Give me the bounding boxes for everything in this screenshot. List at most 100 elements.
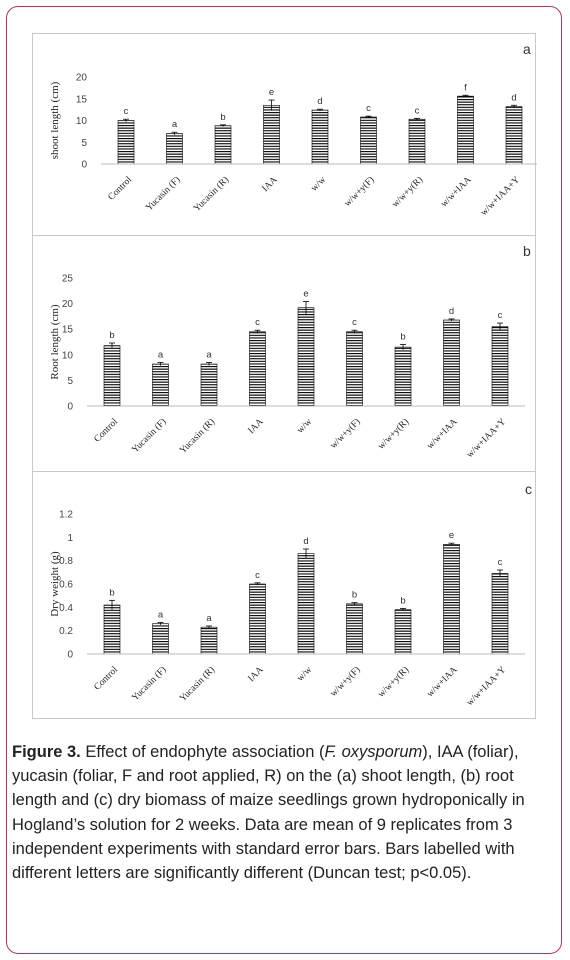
significance-letter: c — [366, 103, 371, 114]
bar — [297, 307, 315, 407]
bar — [117, 120, 135, 165]
significance-letter: c — [255, 317, 260, 328]
y-tick-label: 0.8 — [59, 556, 73, 567]
significance-letter: a — [172, 119, 178, 130]
root-length-chart: b 0 5 10 15 20 25 Root length (cm) b Control a Yuca… — [49, 243, 531, 460]
bar — [360, 116, 377, 165]
bar — [346, 603, 363, 655]
bar — [394, 346, 412, 407]
bar — [443, 319, 460, 407]
shoot-length-chart: a 0 5 10 15 20 shoot length (cm) c Control a Yucas… — [49, 41, 537, 218]
category-label: w/w — [309, 175, 328, 194]
significance-letter: b — [400, 332, 405, 343]
category-label: Yucasin (F) — [130, 664, 169, 703]
figure-frame — [6, 6, 562, 954]
category-label: w/w+IAA+Y — [465, 417, 508, 460]
significance-letter: d — [449, 306, 454, 317]
y-tick-label: 5 — [67, 376, 73, 387]
bar — [249, 583, 266, 655]
significance-letter: c — [255, 570, 260, 581]
significance-letter: c — [498, 310, 503, 321]
y-tick-label: 1 — [67, 533, 73, 544]
category-label: w/w+y(R) — [376, 416, 411, 451]
category-label: w/w+y(R) — [390, 174, 425, 209]
caption-text-2: ), IAA (foliar), yucasin (foliar, F and … — [12, 743, 525, 883]
bar — [457, 95, 474, 165]
y-axis-label: Dry weight (g) — [49, 551, 61, 617]
category-label: w/w+IAA — [439, 175, 473, 209]
significance-letter: b — [109, 330, 114, 341]
y-tick-label: 1.2 — [59, 510, 73, 521]
significance-letter: d — [303, 536, 308, 547]
category-label: w/w — [295, 417, 314, 436]
y-tick-label: 0 — [67, 402, 73, 413]
bar — [103, 604, 121, 655]
y-tick-label: 20 — [62, 299, 74, 310]
bar — [297, 553, 315, 655]
chart-panel-b: b 0 5 10 15 20 25 Root length (cm) b Control a Yuca… — [32, 235, 536, 472]
significance-letter: c — [415, 105, 420, 116]
bar — [166, 133, 183, 165]
significance-letter: d — [317, 96, 322, 107]
category-label: Control — [93, 665, 121, 693]
y-tick-label: 0.6 — [59, 580, 73, 591]
significance-letter: a — [206, 349, 212, 360]
significance-letter: e — [269, 87, 274, 98]
bar — [103, 345, 121, 407]
category-label: w/w — [295, 665, 314, 684]
bar — [505, 106, 523, 165]
category-label: IAA — [247, 417, 266, 436]
category-label: w/w+IAA+Y — [479, 175, 522, 218]
bar — [152, 363, 169, 407]
significance-letter: a — [158, 349, 164, 360]
category-label: Yucasin (R) — [177, 416, 217, 456]
panel-label: b — [523, 243, 531, 259]
significance-letter: d — [511, 92, 516, 103]
y-tick-label: 5 — [81, 138, 87, 149]
y-tick-label: 0 — [67, 650, 73, 661]
chart-panel-c: c 0 0.2 0.4 0.6 0.8 1 1.2 Dry weight (g) b Control… — [32, 471, 536, 719]
significance-letter: e — [303, 289, 308, 300]
bar — [491, 326, 509, 407]
category-label: Yucasin (F) — [130, 416, 169, 455]
significance-letter: a — [158, 610, 164, 621]
significance-letter: c — [124, 106, 129, 117]
bar — [394, 609, 412, 655]
bar — [491, 573, 509, 655]
significance-letter: c — [498, 557, 503, 568]
category-label: Yucasin (R) — [191, 174, 231, 214]
bar — [214, 125, 232, 165]
category-label: Control — [107, 175, 135, 203]
category-label: w/w+y(F) — [342, 174, 377, 209]
category-label: w/w+IAA+Y — [465, 665, 508, 708]
bar — [408, 118, 426, 165]
category-label: w/w+IAA — [425, 665, 459, 699]
dry-weight-chart: c 0 0.2 0.4 0.6 0.8 1 1.2 Dry weight (g) b Control… — [49, 481, 532, 708]
significance-letter: b — [352, 590, 357, 601]
significance-letter: e — [449, 530, 454, 541]
figure-caption: Figure 3. Effect of endophyte associatio… — [12, 740, 560, 885]
panel-label: a — [523, 41, 531, 57]
category-label: Yucasin (F) — [144, 174, 183, 213]
y-tick-label: 0 — [81, 160, 87, 171]
significance-letter: f — [464, 82, 467, 93]
bar — [263, 104, 280, 165]
significance-letter: b — [400, 596, 405, 607]
y-tick-label: 0.4 — [59, 603, 73, 614]
bar — [152, 623, 169, 655]
y-tick-label: 25 — [62, 274, 74, 285]
y-axis-label: Root length (cm) — [49, 304, 61, 379]
category-label: Control — [93, 417, 121, 445]
category-label: IAA — [247, 665, 266, 684]
bar — [200, 363, 218, 407]
caption-label: Figure 3. — [12, 743, 81, 761]
category-label: w/w+y(F) — [328, 416, 363, 451]
y-tick-label: 15 — [76, 94, 88, 105]
y-axis-label: shoot length (cm) — [49, 81, 61, 159]
y-tick-label: 10 — [76, 116, 88, 127]
significance-letter: a — [206, 613, 212, 624]
panel-label: c — [525, 481, 532, 497]
category-label: w/w+y(F) — [328, 664, 363, 699]
y-tick-label: 15 — [62, 325, 74, 336]
bar — [443, 544, 460, 655]
